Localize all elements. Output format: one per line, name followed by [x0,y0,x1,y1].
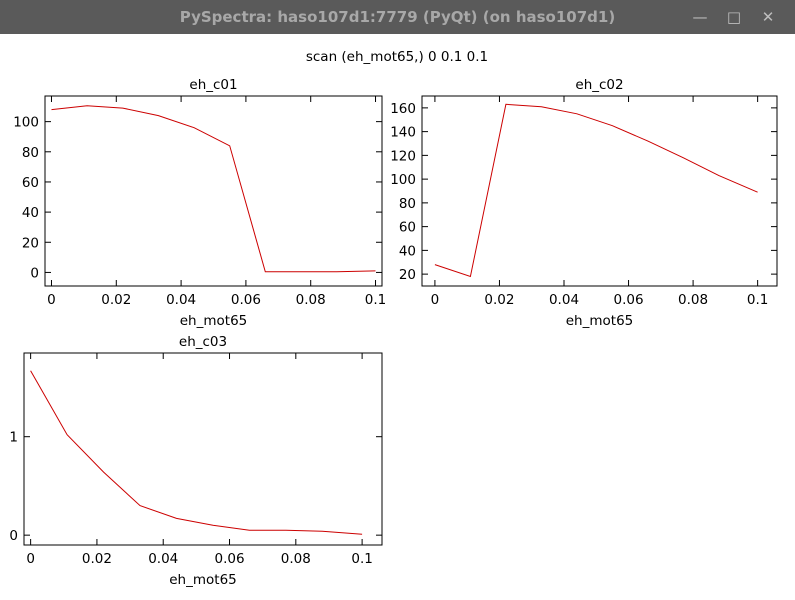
y-tick-label: 20 [22,235,39,251]
y-tick-label: 60 [22,175,39,191]
x-tick-label: 0.08 [678,292,708,308]
x-axis-label: eh_mot65 [180,313,248,329]
subplot-title: eh_c02 [575,77,623,93]
close-icon[interactable]: ✕ [761,8,775,26]
x-tick-label: 0.04 [549,292,579,308]
subplot-eh-c02: eh_c02 0 0.02 0.04 0.06 0.08 0.1 20 40 60 80 100 120… [390,77,778,329]
x-tick-label: 0.06 [231,292,261,308]
y-tick-label: 140 [390,125,416,141]
y-tick-label: 0 [30,265,39,281]
axes-frame [44,95,383,287]
axes-frame [421,95,778,287]
x-tick-label: 0.04 [166,292,196,308]
series-line [51,105,376,273]
x-tick-label: 0.06 [614,292,644,308]
subplot-title: eh_c01 [189,77,237,93]
x-tick-label: 0 [26,551,35,567]
x-tick-label: 0.1 [351,551,372,567]
x-tick-label: 0.02 [484,292,514,308]
subplot-eh-c01: eh_c01 0 0.02 0.04 0.06 0.08 0.1 0 20 40 60 80 100 eh… [13,77,386,329]
y-tick-label: 60 [399,220,416,236]
x-tick-label: 0.08 [281,551,311,567]
minimize-icon[interactable]: — [692,8,708,26]
series-line [30,370,363,535]
axes-frame [23,352,383,546]
y-tick-label: 80 [399,196,416,212]
y-tick-label: 40 [399,243,416,259]
y-tick-label: 0 [9,528,18,544]
y-tick-label: 20 [399,267,416,283]
x-tick-label: 0.02 [101,292,131,308]
x-tick-label: 0.1 [747,292,768,308]
x-tick-label: 0.02 [82,551,112,567]
x-tick-label: 0.04 [148,551,178,567]
figure-title: scan (eh_mot65,) 0 0.1 0.1 [306,49,488,65]
x-tick-label: 0.06 [214,551,244,567]
y-tick-label: 100 [390,172,416,188]
x-tick-label: 0.1 [365,292,386,308]
plot-area: scan (eh_mot65,) 0 0.1 0.1 eh_c01 0 0.02 0.… [0,34,795,596]
x-tick-label: 0.08 [296,292,326,308]
y-tick-label: 40 [22,205,39,221]
maximize-icon[interactable]: □ [726,8,742,26]
y-tick-label: 100 [13,115,39,131]
window-titlebar[interactable]: PySpectra: haso107d1:7779 (PyQt) (on has… [0,0,795,34]
series-line [434,103,758,278]
x-axis-label: eh_mot65 [169,572,237,588]
subplot-title: eh_c03 [179,334,227,350]
x-tick-label: 0 [431,292,440,308]
y-tick-label: 120 [390,148,416,164]
x-tick-label: 0 [47,292,56,308]
window-title: PySpectra: haso107d1:7779 (PyQt) (on has… [179,8,616,26]
x-axis-label: eh_mot65 [566,313,634,329]
subplot-eh-c03: eh_c03 0 0.02 0.04 0.06 0.08 0.1 0 1 eh_mot65 [9,334,383,588]
y-tick-label: 160 [390,101,416,117]
y-tick-label: 1 [9,430,18,446]
y-tick-label: 80 [22,145,39,161]
window-controls: — □ ✕ [683,0,785,34]
figure-canvas: scan (eh_mot65,) 0 0.1 0.1 eh_c01 0 0.02 0.… [9,49,778,588]
